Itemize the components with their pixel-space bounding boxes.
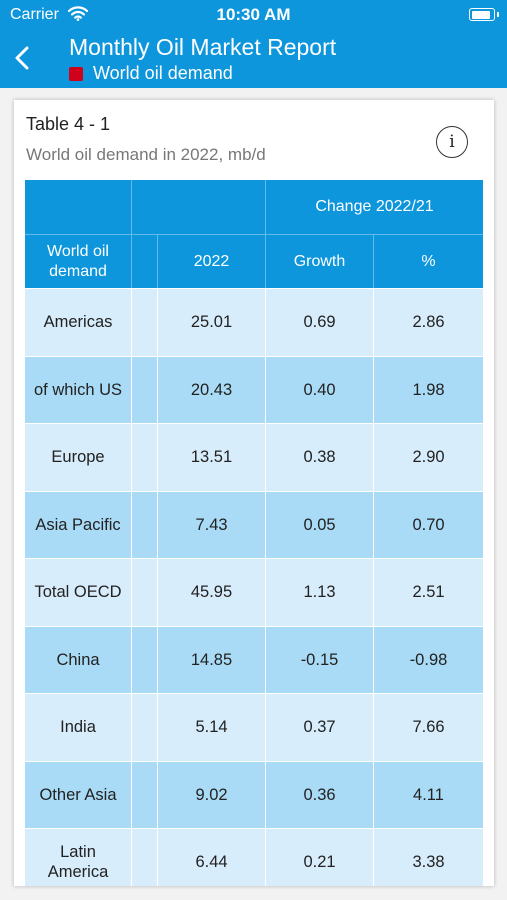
growth-cell: 0.38 xyxy=(266,424,374,491)
growth-cell: 0.37 xyxy=(266,694,374,761)
header-growth: Growth xyxy=(266,235,374,288)
region-cell: India xyxy=(25,694,132,761)
carrier-label: Carrier xyxy=(10,6,59,23)
value-cell: 7.43 xyxy=(158,491,266,558)
region-cell: Other Asia xyxy=(25,761,132,828)
chevron-left-icon xyxy=(15,46,29,70)
growth-cell: 1.13 xyxy=(266,559,374,626)
table-row: Europe 13.51 0.38 2.90 xyxy=(25,423,483,491)
growth-cell: 0.69 xyxy=(266,289,374,356)
table-row: Other Asia 9.02 0.36 4.11 xyxy=(25,760,483,828)
header-percent: % xyxy=(421,252,436,270)
percent-cell: 1.98 xyxy=(412,380,445,399)
region-cell: Americas xyxy=(25,289,132,356)
page-subtitle: World oil demand xyxy=(69,63,233,84)
info-icon[interactable]: i xyxy=(436,126,468,158)
section-marker-icon xyxy=(69,66,83,81)
table-row: of which US 20.43 0.40 1.98 xyxy=(25,355,483,423)
value-cell: 6.44 xyxy=(158,829,266,886)
percent-cell: -0.98 xyxy=(409,650,448,669)
growth-cell: 0.40 xyxy=(266,356,374,423)
percent-cell: 7.66 xyxy=(412,718,445,737)
header-region: World oil demand xyxy=(25,235,132,288)
growth-cell: 0.05 xyxy=(266,491,374,558)
growth-cell: 0.21 xyxy=(266,829,374,886)
value-cell: 45.95 xyxy=(158,559,266,626)
back-button[interactable] xyxy=(8,40,40,76)
table-title: Table 4 - 1 xyxy=(26,114,111,134)
value-cell: 5.14 xyxy=(158,694,266,761)
percent-cell: 2.86 xyxy=(412,313,445,332)
value-cell: 20.43 xyxy=(158,356,266,423)
region-cell: China xyxy=(25,626,132,693)
region-cell: Asia Pacific xyxy=(25,491,132,558)
region-cell: Total OECD xyxy=(25,559,132,626)
table-card: Table 4 - 1 World oil demand in 2022, mb… xyxy=(14,100,494,886)
page-title: Monthly Oil Market Report xyxy=(69,34,337,60)
table-row: Total OECD 45.95 1.13 2.51 xyxy=(25,558,483,626)
change-group-header: Change 2022/21 xyxy=(315,198,434,215)
demand-table: Change 2022/21 World oil demand 2022 Gro… xyxy=(25,180,483,886)
growth-cell: -0.15 xyxy=(266,626,374,693)
table-row: Americas 25.01 0.69 2.86 xyxy=(25,288,483,356)
growth-cell: 0.36 xyxy=(266,761,374,828)
subtitle-label: World oil demand xyxy=(93,63,233,83)
value-cell: 25.01 xyxy=(158,289,266,356)
table-group-header: Change 2022/21 xyxy=(25,180,483,234)
status-bar: Carrier 10:30 AM xyxy=(0,0,507,30)
value-cell: 13.51 xyxy=(158,424,266,491)
table-header-row: World oil demand 2022 Growth % xyxy=(25,234,483,288)
table-subtitle: World oil demand in 2022, mb/d xyxy=(26,145,266,164)
percent-cell: 2.90 xyxy=(412,448,445,467)
percent-cell: 4.11 xyxy=(413,785,444,804)
region-cell: Latin America xyxy=(25,829,132,886)
percent-cell: 0.70 xyxy=(412,515,445,534)
battery-icon xyxy=(469,8,499,21)
region-cell: Europe xyxy=(25,424,132,491)
region-cell: of which US xyxy=(25,356,132,423)
table-row: China 14.85 -0.15 -0.98 xyxy=(25,625,483,693)
percent-cell: 3.38 xyxy=(412,853,445,872)
clock: 10:30 AM xyxy=(216,5,291,24)
table-row: Latin America 6.44 0.21 3.38 xyxy=(25,828,483,886)
navigation-bar: Monthly Oil Market Report World oil dema… xyxy=(0,30,507,88)
header-2022: 2022 xyxy=(158,235,266,288)
value-cell: 9.02 xyxy=(158,761,266,828)
wifi-icon xyxy=(67,6,89,26)
percent-cell: 2.51 xyxy=(412,583,445,602)
value-cell: 14.85 xyxy=(158,626,266,693)
table-row: India 5.14 0.37 7.66 xyxy=(25,693,483,761)
table-row: Asia Pacific 7.43 0.05 0.70 xyxy=(25,490,483,558)
